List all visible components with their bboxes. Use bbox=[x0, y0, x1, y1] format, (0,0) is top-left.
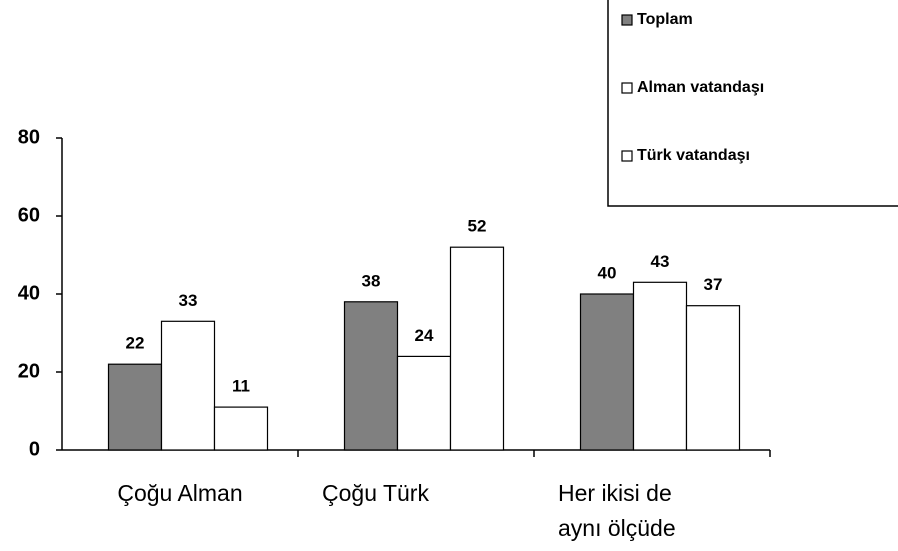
legend-box bbox=[607, 0, 898, 207]
y-tick-label: 40 bbox=[18, 282, 40, 304]
legend-label: Türk vatandaşı bbox=[637, 147, 750, 164]
bar bbox=[632, 281, 688, 451]
legend-label: Toplam bbox=[637, 11, 693, 28]
bar bbox=[449, 246, 505, 451]
bar bbox=[343, 301, 399, 451]
legend-swatch bbox=[621, 150, 633, 162]
value-label: 38 bbox=[362, 271, 381, 290]
bar bbox=[579, 293, 635, 451]
legend-swatch bbox=[621, 82, 633, 94]
legend-swatch bbox=[621, 14, 633, 26]
x-tick-label: Her ikisi de aynı ölçüde bbox=[558, 480, 678, 541]
bar bbox=[685, 305, 741, 451]
bar bbox=[213, 406, 269, 451]
value-label: 37 bbox=[704, 275, 723, 294]
y-tick-label: 20 bbox=[18, 360, 40, 382]
value-label: 22 bbox=[126, 334, 145, 353]
bar bbox=[396, 355, 452, 451]
bar bbox=[160, 320, 216, 451]
value-label: 43 bbox=[651, 252, 670, 271]
x-tick-label: Çoğu Alman bbox=[117, 480, 242, 506]
y-tick-label: 80 bbox=[18, 126, 40, 148]
y-tick-label: 0 bbox=[29, 438, 40, 460]
bar bbox=[107, 363, 163, 451]
value-label: 24 bbox=[415, 326, 434, 345]
value-label: 40 bbox=[598, 263, 617, 282]
legend-label: Alman vatandaşı bbox=[637, 79, 764, 96]
value-label: 52 bbox=[468, 217, 487, 236]
y-tick-label: 60 bbox=[18, 204, 40, 226]
value-label: 11 bbox=[232, 377, 250, 396]
value-label: 33 bbox=[179, 291, 198, 310]
x-tick-label: Çoğu Türk bbox=[322, 480, 429, 506]
